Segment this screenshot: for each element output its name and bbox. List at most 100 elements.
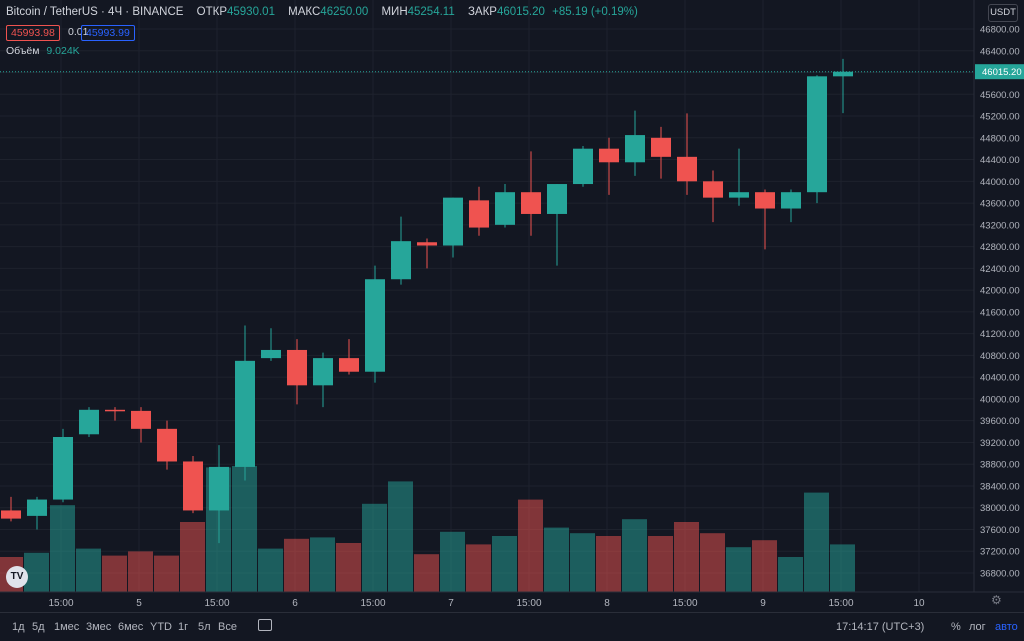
range-1y[interactable]: 1г xyxy=(178,621,189,633)
range-all[interactable]: Все xyxy=(218,621,237,633)
price-tick-label: 40000.00 xyxy=(980,394,1020,405)
volume-bar xyxy=(128,551,153,592)
price-tick-label: 44800.00 xyxy=(980,133,1020,144)
candle-body xyxy=(391,241,411,280)
gear-icon[interactable]: ⚙ xyxy=(991,593,1002,607)
time-tick-label: 10 xyxy=(913,598,925,609)
candle xyxy=(391,216,411,285)
candle xyxy=(79,407,99,437)
time-tick-label: 15:00 xyxy=(828,598,853,609)
price-tick-label: 41200.00 xyxy=(980,329,1020,340)
volume-bar xyxy=(76,548,101,592)
symbol-title[interactable]: Bitcoin / TetherUS · 4Ч · BINANCE xyxy=(6,6,184,18)
range-ytd[interactable]: YTD xyxy=(150,621,172,633)
volume-bar xyxy=(154,555,179,592)
candle-body xyxy=(313,358,333,386)
range-3m[interactable]: 3мес xyxy=(86,621,112,633)
time-tick-label: 15:00 xyxy=(672,598,697,609)
log-toggle[interactable]: лог xyxy=(969,621,986,633)
volume-label: Объём xyxy=(6,45,40,57)
volume-bar xyxy=(518,499,543,592)
price-axis-bg xyxy=(974,0,1024,592)
candle xyxy=(573,145,593,187)
candle xyxy=(677,113,697,195)
time-tick-label: 15:00 xyxy=(360,598,385,609)
candle-body xyxy=(339,358,359,372)
candle-body xyxy=(651,137,671,157)
candle-body xyxy=(183,461,203,511)
sell-button[interactable]: 45993.98 xyxy=(6,25,60,41)
candle xyxy=(417,238,437,269)
candle xyxy=(703,170,723,223)
volume-bar xyxy=(258,548,283,592)
price-tick-label: 46800.00 xyxy=(980,25,1020,36)
candle-body xyxy=(287,349,307,386)
candle-body xyxy=(807,76,827,193)
candle-body xyxy=(547,184,567,214)
low-label: МИН xyxy=(381,6,408,18)
auto-toggle[interactable]: авто xyxy=(995,621,1018,633)
candle-body xyxy=(1,510,21,519)
candle xyxy=(807,75,827,204)
calendar-icon[interactable] xyxy=(258,619,272,631)
candle-body xyxy=(157,428,177,462)
range-6m[interactable]: 6мес xyxy=(118,621,144,633)
candle xyxy=(755,189,775,250)
range-5y[interactable]: 5л xyxy=(198,621,211,633)
price-tick-label: 46400.00 xyxy=(980,46,1020,57)
price-tick-label: 41600.00 xyxy=(980,307,1020,318)
price-tick-label: 36800.00 xyxy=(980,569,1020,580)
price-tick-label: 38400.00 xyxy=(980,481,1020,492)
candle-body xyxy=(53,437,73,500)
range-5d[interactable]: 5д xyxy=(32,621,45,633)
range-1m[interactable]: 1мес xyxy=(54,621,80,633)
candle xyxy=(157,420,177,470)
candle xyxy=(287,339,307,405)
candle-body xyxy=(443,197,463,246)
candle xyxy=(443,197,463,258)
volume-bar xyxy=(752,540,777,592)
close-label: ЗАКР xyxy=(467,6,497,18)
volume-bar xyxy=(622,519,647,592)
candle xyxy=(521,151,541,236)
open-label: ОТКР xyxy=(196,6,227,18)
price-tick-label: 37200.00 xyxy=(980,547,1020,558)
price-tick-label: 42000.00 xyxy=(980,286,1020,297)
candle-body xyxy=(781,192,801,209)
time-tick-label: 15:00 xyxy=(516,598,541,609)
price-tick-label: 40400.00 xyxy=(980,373,1020,384)
price-tick-label: 38000.00 xyxy=(980,503,1020,514)
candle xyxy=(183,456,203,514)
volume-bar xyxy=(414,554,439,592)
candle-body xyxy=(261,349,281,359)
price-tick-label: 37600.00 xyxy=(980,525,1020,536)
volume-bars xyxy=(0,466,855,592)
currency-button[interactable]: USDT xyxy=(988,4,1018,22)
candle xyxy=(547,184,567,266)
volume-bar xyxy=(544,527,569,592)
percent-toggle[interactable]: % xyxy=(951,621,961,633)
price-axis: 46800.0046400.0046000.0045600.0045200.00… xyxy=(973,0,1024,592)
candle xyxy=(235,325,255,481)
volume-bar xyxy=(284,538,309,592)
clock-timezone[interactable]: 17:14:17 (UTC+3) xyxy=(836,621,925,633)
change-value: +85.19 (+0.19%) xyxy=(552,6,638,18)
volume-value: 9.024K xyxy=(46,45,80,57)
candle-body xyxy=(495,192,515,225)
price-tick-label: 44000.00 xyxy=(980,177,1020,188)
chart-legend: Bitcoin / TetherUS · 4Ч · BINANCE ОТКР45… xyxy=(6,6,638,18)
volume-bar xyxy=(180,522,205,592)
volume-bar xyxy=(726,547,751,592)
time-axis: 15:00 5 15:00 6 15:00 7 15:00 8 15:00 9 15:00 10 xyxy=(0,591,1024,609)
tradingview-logo-icon[interactable]: TV xyxy=(6,566,28,588)
price-chart[interactable]: 46800.0046400.0046000.0045600.0045200.00… xyxy=(0,0,1024,612)
volume-legend: Объём 9.024K xyxy=(6,45,80,57)
volume-bar xyxy=(310,537,335,592)
range-1d[interactable]: 1д xyxy=(12,621,25,633)
buy-button[interactable]: 45993.99 xyxy=(81,25,135,41)
volume-bar xyxy=(570,533,595,592)
last-price-line: 46015.20 xyxy=(0,64,1024,80)
spread-value: 0.01 xyxy=(68,26,89,38)
price-tick-label: 45200.00 xyxy=(980,112,1020,123)
candle xyxy=(599,137,619,195)
